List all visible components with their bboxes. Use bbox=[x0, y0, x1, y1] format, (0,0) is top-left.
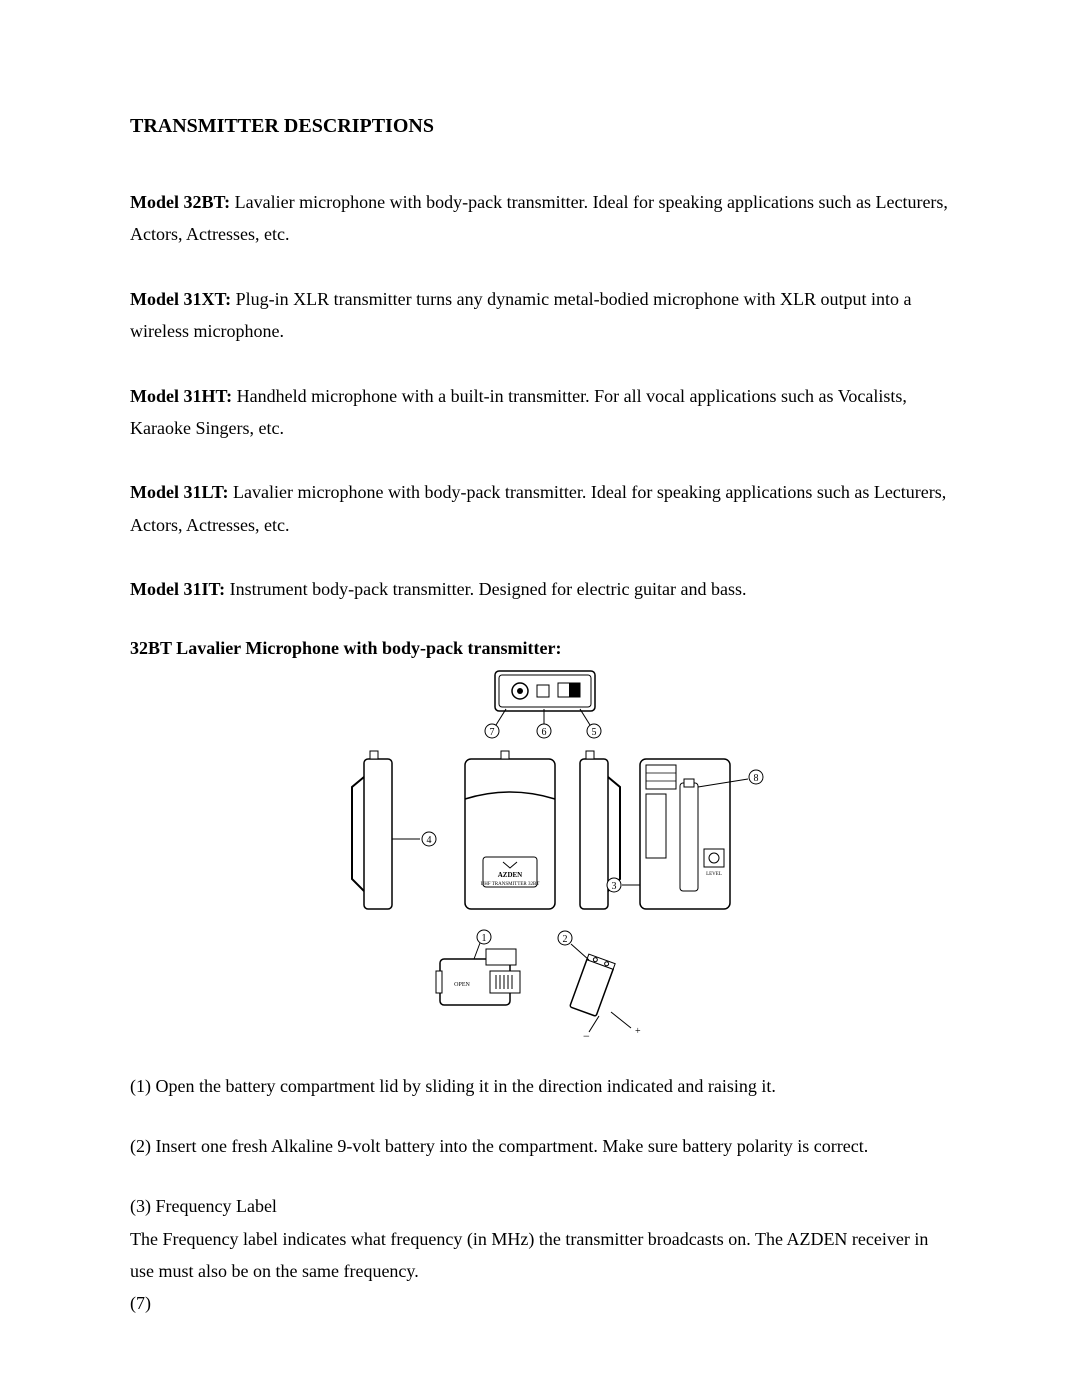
model-text: Lavalier microphone with body-pack trans… bbox=[130, 482, 946, 534]
model-text: Plug-in XLR transmitter turns any dynami… bbox=[130, 289, 912, 341]
callout-4: 4 bbox=[427, 835, 432, 846]
model-31lt: Model 31LT: Lavalier microphone with bod… bbox=[130, 476, 950, 541]
model-label: Model 31IT: bbox=[130, 579, 225, 599]
model-text: Instrument body-pack transmitter. Design… bbox=[225, 579, 746, 599]
step-1: (1) Open the battery compartment lid by … bbox=[130, 1070, 950, 1102]
model-32bt: Model 32BT: Lavalier microphone with bod… bbox=[130, 186, 950, 251]
level-label: LEVEL bbox=[706, 872, 722, 877]
top-view: 7 6 5 bbox=[485, 671, 601, 738]
svg-text:−: − bbox=[583, 1029, 590, 1039]
page-number: (7) bbox=[130, 1293, 950, 1314]
callout-1: 1 bbox=[482, 933, 487, 944]
model-label: Model 31XT: bbox=[130, 289, 231, 309]
model-label: Model 31HT: bbox=[130, 386, 232, 406]
callout-7: 7 bbox=[490, 727, 495, 738]
page: TRANSMITTER DESCRIPTIONS Model 32BT: Lav… bbox=[0, 0, 1080, 1397]
model-31ht: Model 31HT: Handheld microphone with a b… bbox=[130, 380, 950, 445]
battery: + − 2 bbox=[558, 931, 641, 1039]
page-title: TRANSMITTER DESCRIPTIONS bbox=[130, 115, 950, 138]
transmitter-diagram: 7 6 5 4 bbox=[310, 669, 770, 1044]
model-31it: Model 31IT: Instrument body-pack transmi… bbox=[130, 573, 950, 605]
brand-label: AZDEN bbox=[498, 871, 523, 879]
section-subheading: 32BT Lavalier Microphone with body-pack … bbox=[130, 638, 950, 659]
step-3: (3) Frequency Label bbox=[130, 1190, 950, 1222]
svg-text:UHF TRANSMITTER 32BT: UHF TRANSMITTER 32BT bbox=[481, 882, 540, 887]
callout-2: 2 bbox=[563, 934, 568, 945]
model-text: Lavalier microphone with body-pack trans… bbox=[130, 192, 948, 244]
step-3-body: The Frequency label indicates what frequ… bbox=[130, 1223, 950, 1288]
callout-5: 5 bbox=[592, 727, 597, 738]
svg-text:+: + bbox=[635, 1026, 641, 1037]
callout-8: 8 bbox=[754, 773, 759, 784]
callout-3: 3 bbox=[612, 881, 617, 892]
battery-lid: OPEN 1 bbox=[436, 930, 520, 1005]
model-label: Model 32BT: bbox=[130, 192, 230, 212]
model-label: Model 31LT: bbox=[130, 482, 229, 502]
callout-6: 6 bbox=[542, 727, 547, 738]
front-view: AZDEN UHF TRANSMITTER 32BT bbox=[465, 751, 555, 909]
model-text: Handheld microphone with a built-in tran… bbox=[130, 386, 907, 438]
step-2: (2) Insert one fresh Alkaline 9-volt bat… bbox=[130, 1130, 950, 1162]
model-31xt: Model 31XT: Plug-in XLR transmitter turn… bbox=[130, 283, 950, 348]
side-left-view: 4 bbox=[352, 751, 436, 909]
back-view: LEVEL 8 3 bbox=[607, 759, 763, 909]
svg-text:OPEN: OPEN bbox=[454, 982, 470, 988]
